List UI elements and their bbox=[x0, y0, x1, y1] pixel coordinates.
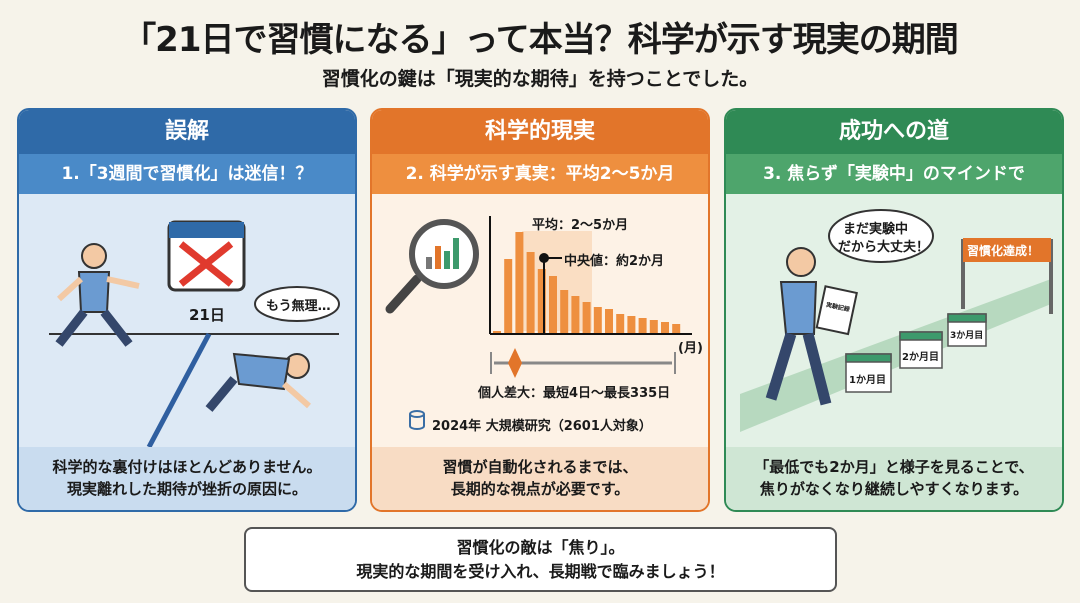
source-label: 2024年 大規模研究（2601人対象） bbox=[432, 419, 652, 434]
panel-misconception: 誤解 1.「3週間で習慣化」は迷信！？ 21日 もう無理… 科学的な裏付けはほと… bbox=[17, 108, 357, 512]
milestone-label: 1か月目 bbox=[849, 375, 886, 386]
panel-header: 科学的現実 bbox=[372, 110, 708, 154]
histogram-bar bbox=[515, 232, 524, 334]
footer-line: 習慣化の敵は「焦り」。 bbox=[456, 538, 625, 557]
milestone-label: 3か月目 bbox=[950, 331, 984, 341]
histogram-bar bbox=[616, 314, 625, 334]
histogram-bar bbox=[493, 331, 501, 334]
histogram-bar bbox=[605, 309, 613, 334]
panel-body: 科学的な裏付けはほとんどありません。 現実離れした期待が挫折の原因に。 bbox=[19, 447, 355, 510]
magnifier-icon bbox=[385, 219, 479, 314]
body-line: 科学的な裏付けはほとんどありません。 bbox=[52, 458, 322, 476]
calendar-milestones bbox=[845, 313, 987, 393]
walking-person-icon bbox=[765, 247, 858, 406]
calendar-icon bbox=[167, 220, 246, 292]
body-line: 習慣が自動化されるまでは、 bbox=[442, 458, 638, 476]
illustration-runner-collapse: 21日 もう無理… bbox=[19, 194, 355, 447]
histogram-bar bbox=[661, 322, 669, 334]
histogram-bar bbox=[627, 316, 636, 334]
histogram-bar bbox=[649, 320, 658, 334]
histogram-bar bbox=[571, 296, 580, 334]
page-title: 「21日で習慣になる」って本当？科学が示す現実の期間 bbox=[122, 20, 959, 60]
panel-subheader: 1.「3週間で習慣化」は迷信！？ bbox=[19, 154, 355, 194]
footer-message: 習慣化の敵は「焦り」。 現実的な期間を受け入れ、長期戦で臨みましょう！ bbox=[244, 527, 837, 592]
histogram-bar bbox=[582, 302, 591, 334]
clipboard-icon bbox=[815, 285, 858, 336]
panel-header: 成功への道 bbox=[726, 110, 1062, 154]
mean-label: 平均：2〜5か月 bbox=[532, 218, 629, 233]
calendar-label: 21日 bbox=[189, 306, 225, 324]
illustration-walking-path: まだ実験中 だから大丈夫！ 実験記録 習慣化達成！ 1か月目 2か月目 3か月目 bbox=[726, 194, 1062, 447]
axis-unit: (月) bbox=[678, 341, 703, 356]
histogram-bar bbox=[593, 307, 602, 334]
panel-path-to-success: 成功への道 3. 焦らず「実験中」のマインドで まだ実験中 だから大丈夫！ 実験… bbox=[724, 108, 1064, 512]
page-subtitle: 習慣化の鍵は「現実的な期待」を持つことでした。 bbox=[321, 68, 759, 90]
milestone-label: 2か月目 bbox=[902, 352, 939, 363]
histogram-bar bbox=[560, 290, 569, 334]
collapsed-person-icon bbox=[205, 352, 311, 412]
histogram-bar bbox=[549, 276, 557, 334]
running-person-icon bbox=[55, 243, 140, 347]
histogram-bar bbox=[526, 252, 535, 334]
footer-line: 現実的な期間を受け入れ、長期戦で臨みましょう！ bbox=[356, 562, 725, 581]
goal-banner bbox=[963, 238, 1051, 262]
panel-body: 「最低でも2か月」と様子を見ることで、 焦りがなくなり継続しやすくなります。 bbox=[726, 447, 1062, 510]
database-icon bbox=[409, 410, 425, 430]
panel-scientific-reality: 科学的現実 2. 科学が示す真実：平均2〜5か月 平均：2〜5か月 中央値：約2… bbox=[370, 108, 710, 512]
bubble-line: だから大丈夫！ bbox=[838, 240, 930, 255]
median-label: 中央値：約2か月 bbox=[564, 254, 665, 269]
bubble-line: まだ実験中 bbox=[843, 222, 909, 237]
histogram-bar bbox=[672, 324, 681, 334]
panel-subheader: 2. 科学が示す真実：平均2〜5か月 bbox=[372, 154, 708, 194]
histogram-bar bbox=[638, 318, 647, 334]
panel-body: 習慣が自動化されるまでは、 長期的な視点が必要です。 bbox=[372, 447, 708, 510]
bubble-text: もう無理… bbox=[266, 299, 331, 314]
thought-bubble bbox=[254, 286, 340, 322]
range-label: 個人差大：最短4日〜最長335日 bbox=[478, 386, 671, 401]
body-line: 長期的な視点が必要です。 bbox=[450, 480, 630, 498]
histogram-bars bbox=[493, 232, 681, 334]
thought-bubble bbox=[828, 209, 934, 263]
shortest-marker bbox=[508, 348, 522, 378]
goal-banner-label: 習慣化達成！ bbox=[967, 244, 1040, 258]
histogram-bar bbox=[537, 269, 546, 334]
panel-subheader: 3. 焦らず「実験中」のマインドで bbox=[726, 154, 1062, 194]
panel-header: 誤解 bbox=[19, 110, 355, 154]
illustration-distribution: 平均：2〜5か月 中央値：約2か月 (月) 個人差大：最短4日〜最長335日 2… bbox=[372, 194, 708, 447]
body-line: 焦りがなくなり継続しやすくなります。 bbox=[759, 480, 1029, 498]
body-line: 「最低でも2か月」と様子を見ることで、 bbox=[754, 458, 1034, 476]
histogram-bar bbox=[504, 259, 513, 334]
body-line: 現実離れした期待が挫折の原因に。 bbox=[66, 480, 307, 498]
